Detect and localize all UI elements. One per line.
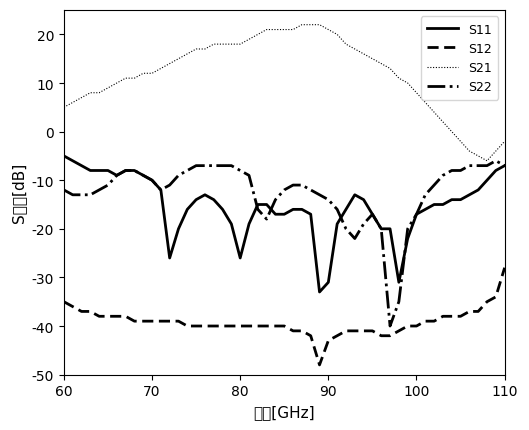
S12	[387, 333, 393, 338]
X-axis label: 频率[GHz]: 频率[GHz]	[253, 404, 315, 419]
S22	[492, 159, 499, 164]
S12	[316, 362, 323, 368]
S11	[387, 227, 393, 232]
S21	[299, 23, 305, 28]
Legend: S11, S12, S21, S22: S11, S12, S21, S22	[421, 17, 498, 100]
S12	[202, 324, 208, 329]
S12	[360, 329, 367, 334]
S22	[378, 227, 385, 232]
S11	[158, 188, 164, 193]
Line: S22: S22	[64, 161, 505, 326]
S21	[492, 149, 499, 154]
S11	[202, 193, 208, 198]
S21	[387, 67, 393, 72]
S12	[61, 299, 67, 304]
S21	[61, 105, 67, 111]
S21	[484, 159, 490, 164]
S11	[61, 154, 67, 159]
Y-axis label: S参数[dB]: S参数[dB]	[11, 163, 26, 223]
S11	[316, 290, 323, 295]
S11	[360, 198, 367, 203]
S11	[193, 198, 199, 203]
S21	[193, 47, 199, 52]
S22	[352, 237, 358, 242]
S22	[484, 164, 490, 169]
Line: S11: S11	[64, 157, 505, 292]
S22	[158, 188, 164, 193]
S21	[501, 139, 508, 144]
S12	[193, 324, 199, 329]
S22	[61, 188, 67, 193]
S12	[492, 295, 499, 300]
S21	[202, 47, 208, 52]
S22	[193, 164, 199, 169]
S21	[360, 52, 367, 57]
S21	[158, 67, 164, 72]
S22	[387, 324, 393, 329]
S12	[158, 319, 164, 324]
S22	[202, 164, 208, 169]
S22	[501, 164, 508, 169]
S11	[501, 164, 508, 169]
S12	[501, 265, 508, 270]
Line: S21: S21	[64, 26, 505, 161]
Line: S12: S12	[64, 268, 505, 365]
S11	[492, 169, 499, 174]
